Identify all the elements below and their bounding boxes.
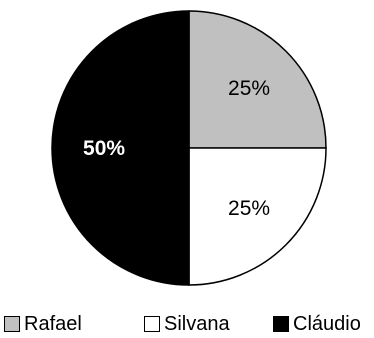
legend-swatch-claudio xyxy=(273,316,289,332)
pie-slice-silvana xyxy=(188,147,327,286)
legend-label-silvana: Silvana xyxy=(164,313,230,335)
legend-label-rafael: Rafael xyxy=(24,313,82,335)
pie-slices xyxy=(51,10,327,286)
pie-slice-claudio xyxy=(51,10,190,286)
pie-slice-rafael xyxy=(188,10,327,149)
legend-swatch-rafael xyxy=(4,316,20,332)
legend-label-claudio: Cláudio xyxy=(293,313,361,335)
legend: Rafael Silvana Cláudio xyxy=(0,312,374,336)
legend-item-rafael: Rafael xyxy=(4,312,82,336)
legend-item-silvana: Silvana xyxy=(144,312,230,336)
legend-swatch-silvana xyxy=(144,316,160,332)
pie-slice-label-rafael: 25% xyxy=(228,77,270,100)
pie-slice-labels: 25% 25% 50% xyxy=(83,77,270,220)
legend-item-claudio: Cláudio xyxy=(273,312,361,336)
pie-slice-label-claudio: 50% xyxy=(83,137,125,160)
pie-slice-label-silvana: 25% xyxy=(228,197,270,220)
